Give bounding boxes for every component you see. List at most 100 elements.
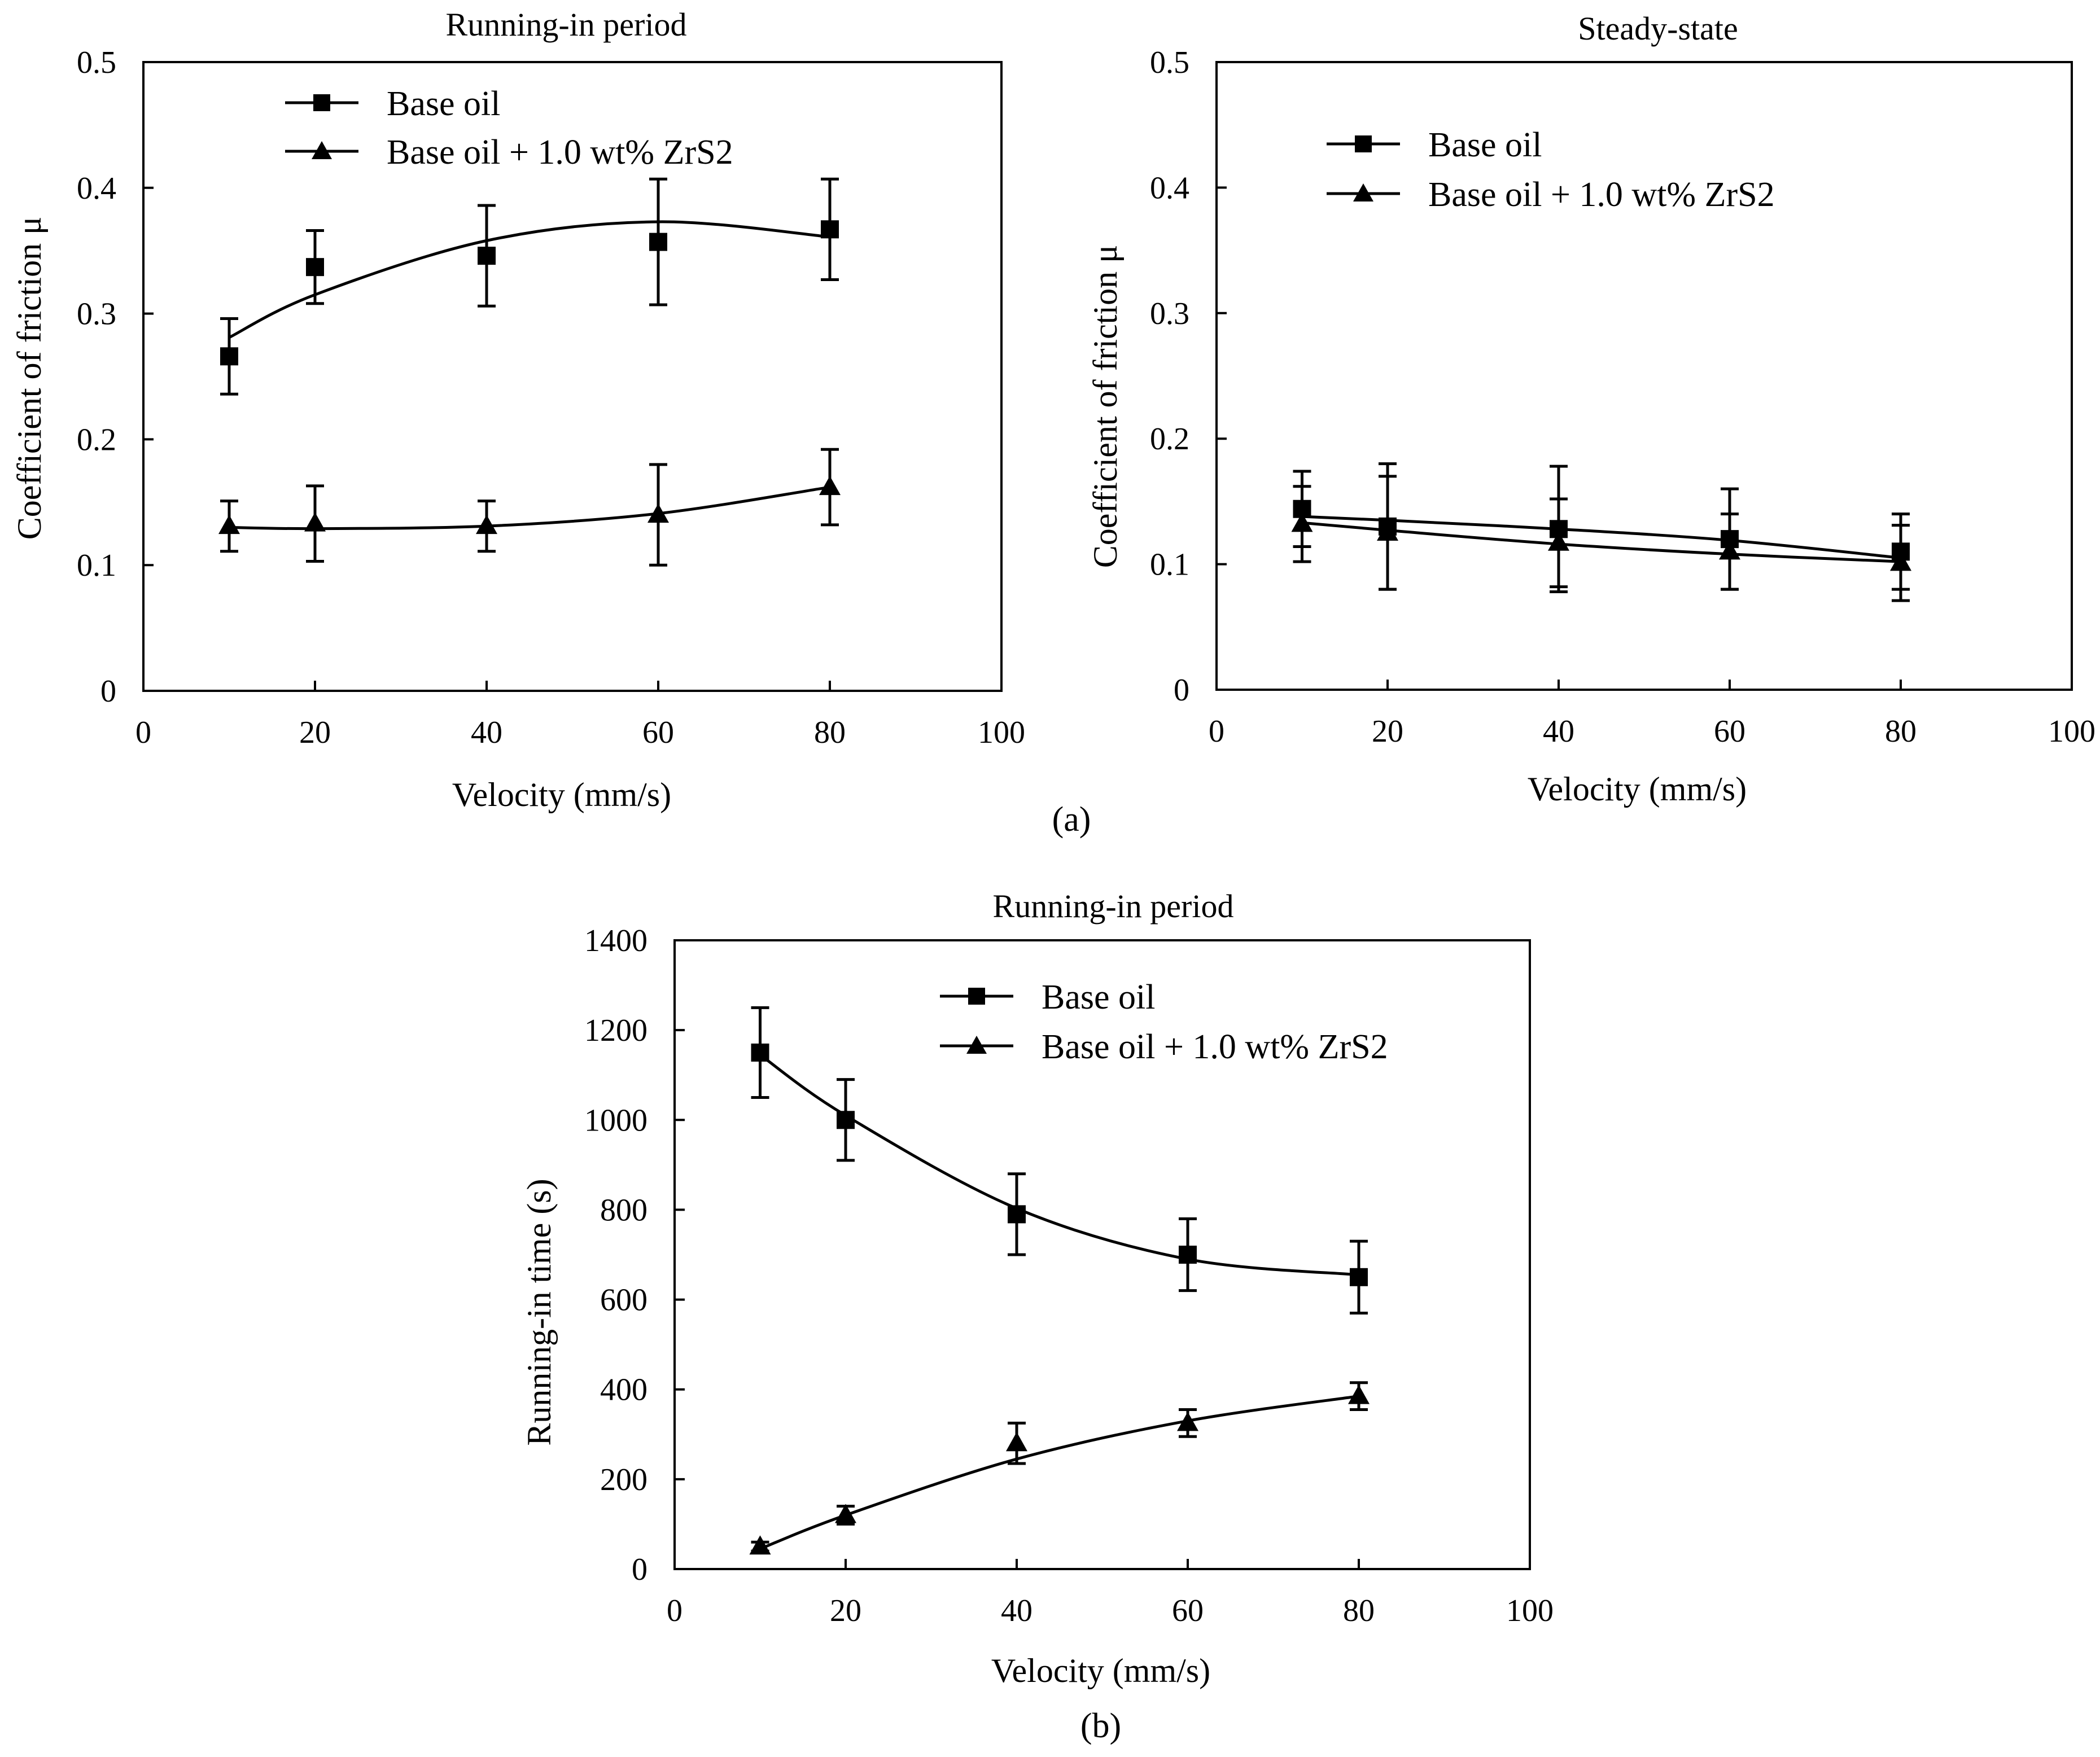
chart-a-right-ticks: 0 20 40 60 80 100 0 0.1 0.2 0.3 0.4 0.5 xyxy=(1150,45,2095,749)
chart-a-left-legend: Base oil Base oil + 1.0 wt% ZrS2 xyxy=(285,85,733,172)
y-tick-label: 200 xyxy=(600,1462,648,1497)
chart-b-ylabel: Running-in time (s) xyxy=(520,1178,558,1445)
data-point-square xyxy=(837,1111,855,1129)
x-tick-label: 80 xyxy=(814,715,846,750)
data-point-triangle xyxy=(1548,531,1569,551)
chart-b-xlabel: Velocity (mm/s) xyxy=(991,1652,1210,1689)
chart-a-right-legend: Base oil Base oil + 1.0 wt% ZrS2 xyxy=(1327,126,1775,214)
chart-b-legend-label-zrs2: Base oil + 1.0 wt% ZrS2 xyxy=(1042,1028,1388,1066)
legend-square-marker xyxy=(313,94,330,111)
chart-a-right-fit-curves xyxy=(1302,515,1901,563)
data-point-triangle xyxy=(819,476,841,496)
fit-curve-series-0 xyxy=(1302,515,1901,559)
caption-a: (a) xyxy=(1052,800,1091,839)
data-point-triangle xyxy=(1291,512,1313,532)
y-tick-label: 0.3 xyxy=(1150,296,1189,331)
x-tick-label: 20 xyxy=(299,715,331,750)
chart-a-right-legend-label-zrs2: Base oil + 1.0 wt% ZrS2 xyxy=(1428,176,1775,214)
chart-b-plot-frame xyxy=(673,939,1531,1570)
legend-square-marker xyxy=(968,988,985,1005)
y-tick-label: 0.2 xyxy=(77,422,116,457)
x-tick-label: 40 xyxy=(471,715,502,750)
x-tick-label: 100 xyxy=(2048,714,2095,749)
data-point-triangle xyxy=(835,1504,856,1523)
x-tick-label: 40 xyxy=(1543,714,1574,749)
x-tick-label: 60 xyxy=(1172,1593,1204,1628)
chart-a-left-title: Running-in period xyxy=(446,6,687,43)
data-point-triangle xyxy=(1377,522,1398,541)
caption-b: (b) xyxy=(1080,1707,1121,1745)
x-tick-label: 80 xyxy=(1343,1593,1375,1628)
data-point-triangle xyxy=(476,515,497,534)
data-point-triangle xyxy=(304,512,326,532)
chart-a-left: Running-in period Coefficient of frictio… xyxy=(11,6,1025,813)
y-tick-label: 1400 xyxy=(584,923,648,958)
data-point-triangle xyxy=(1890,551,1911,571)
x-tick-label: 0 xyxy=(135,715,151,750)
fit-curve-series-0 xyxy=(228,220,830,339)
data-point-square xyxy=(649,233,667,251)
y-tick-label: 0 xyxy=(632,1552,648,1587)
y-tick-label: 0.4 xyxy=(1150,170,1189,205)
y-tick-label: 600 xyxy=(600,1283,648,1318)
chart-a-right-ylabel: Coefficient of friction μ xyxy=(1087,245,1124,568)
data-point-triangle xyxy=(218,515,240,534)
data-point-triangle xyxy=(749,1535,771,1555)
chart-b-legend-label-base-oil: Base oil xyxy=(1042,978,1155,1016)
y-tick-label: 800 xyxy=(600,1193,648,1228)
chart-b: Running-in period Running-in time (s) Ve… xyxy=(520,888,1554,1689)
y-tick-label: 0.5 xyxy=(77,45,116,80)
x-tick-label: 20 xyxy=(1372,714,1403,749)
data-point-triangle xyxy=(1177,1412,1198,1431)
y-tick-label: 0.5 xyxy=(1150,45,1189,80)
fit-curve-series-1 xyxy=(229,485,830,531)
chart-a-right-xlabel: Velocity (mm/s) xyxy=(1528,770,1747,808)
data-point-square xyxy=(306,258,324,277)
y-tick-label: 1200 xyxy=(584,1013,648,1048)
legend-triangle-marker xyxy=(1353,183,1373,201)
x-tick-label: 100 xyxy=(1506,1593,1554,1628)
y-tick-label: 0.3 xyxy=(77,297,116,332)
data-point-triangle xyxy=(1348,1384,1370,1404)
chart-a-right-data-marks xyxy=(1291,462,1911,602)
y-tick-label: 0.4 xyxy=(77,171,116,206)
y-tick-label: 1000 xyxy=(584,1103,648,1138)
chart-a-left-ticks: 0 20 40 60 80 100 0 0.1 0.2 0.3 0.4 0.5 xyxy=(77,45,1025,750)
data-point-square xyxy=(220,347,238,366)
x-tick-label: 0 xyxy=(1209,714,1224,749)
y-tick-label: 0.1 xyxy=(77,548,116,583)
chart-a-right-legend-label-base-oil: Base oil xyxy=(1428,126,1542,164)
chart-a-right-title: Steady-state xyxy=(1578,10,1738,47)
fit-curve-series-1 xyxy=(759,1395,1359,1550)
data-point-triangle xyxy=(1719,540,1740,560)
y-tick-label: 0.2 xyxy=(1150,422,1189,457)
chart-a-left-data-marks xyxy=(218,177,841,567)
data-point-square xyxy=(1008,1205,1026,1224)
chart-a-right-plot-frame xyxy=(1215,61,2073,691)
fit-curve-series-0 xyxy=(759,1053,1359,1277)
x-tick-label: 20 xyxy=(830,1593,861,1628)
y-tick-label: 0 xyxy=(100,674,116,709)
legend-square-marker xyxy=(1355,135,1372,152)
chart-a-left-ylabel: Coefficient of friction μ xyxy=(11,217,48,540)
y-tick-label: 0 xyxy=(1174,673,1189,708)
chart-a-left-plot-frame xyxy=(142,61,1003,692)
legend-triangle-marker xyxy=(312,141,332,159)
data-point-square xyxy=(751,1043,769,1062)
fit-curve-series-1 xyxy=(1302,521,1901,563)
x-tick-label: 100 xyxy=(978,715,1025,750)
x-tick-label: 0 xyxy=(667,1593,683,1628)
data-point-square xyxy=(1350,1268,1368,1286)
x-tick-label: 40 xyxy=(1001,1593,1032,1628)
x-tick-label: 60 xyxy=(642,715,674,750)
chart-a-left-legend-label-zrs2: Base oil + 1.0 wt% ZrS2 xyxy=(387,133,733,172)
data-point-triangle xyxy=(1006,1432,1027,1452)
data-point-square xyxy=(1179,1246,1197,1264)
y-tick-label: 400 xyxy=(600,1373,648,1408)
chart-b-data-marks xyxy=(749,1006,1370,1555)
data-point-triangle xyxy=(648,503,669,523)
legend-triangle-marker xyxy=(966,1036,987,1054)
x-tick-label: 60 xyxy=(1714,714,1745,749)
